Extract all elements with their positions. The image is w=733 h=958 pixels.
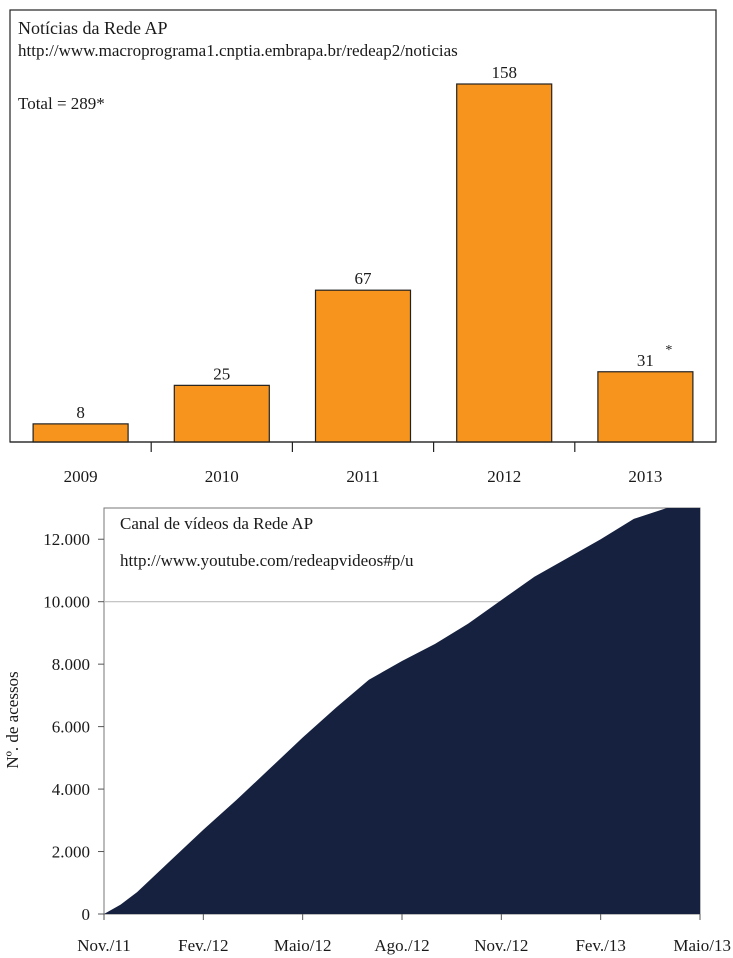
bar-value-label: 25	[213, 364, 230, 383]
area-y-tick-label: 0	[82, 905, 91, 924]
area-y-tick-label: 10.000	[43, 593, 90, 612]
bar-chart-title: Notícias da Rede AP	[18, 18, 167, 38]
area-x-tick-label: Ago./12	[374, 936, 429, 955]
bar-category-label: 2011	[346, 467, 379, 486]
area-x-tick-label: Maio/12	[274, 936, 332, 955]
bar-2013	[597, 371, 694, 443]
bar-category-label: 2010	[205, 467, 239, 486]
area-y-tick-label: 6.000	[52, 718, 90, 737]
bar-chart: Notícias da Rede AP http://www.macroprog…	[9, 9, 717, 486]
bar-chart-subtitle: http://www.macroprograma1.cnptia.embrapa…	[18, 41, 458, 60]
bar-value-label: 158	[491, 63, 517, 82]
bar-2012	[456, 83, 553, 443]
bar-category-label: 2009	[64, 467, 98, 486]
area-chart-y-ticks: 0 2.000 4.000 6.000 8.000 10.000 12.000	[43, 530, 104, 924]
area-y-tick-label: 2.000	[52, 843, 90, 862]
area-chart-title: Canal de vídeos da Rede AP	[120, 514, 313, 533]
area-x-tick-label: Fev./12	[178, 936, 228, 955]
area-x-tick-label: Maio/13	[673, 936, 731, 955]
bar-value-label: 67	[355, 269, 373, 288]
bar-value-label: 31	[637, 351, 654, 370]
area-y-tick-label: 4.000	[52, 780, 90, 799]
area-x-tick-label: Fev./13	[575, 936, 625, 955]
area-chart: Canal de vídeos da Rede AP http://www.yo…	[3, 507, 731, 955]
area-y-tick-label: 12.000	[43, 530, 90, 549]
bar-value-label: 8	[76, 403, 85, 422]
bar-2009	[32, 423, 129, 443]
bar-category-label: 2013	[628, 467, 662, 486]
area-chart-y-axis-label: Nº. de acessos	[3, 671, 22, 768]
area-chart-x-ticks: Nov./11 Fev./12 Maio/12 Ago./12 Nov./12 Fev./…	[77, 914, 731, 955]
bar-2010	[173, 384, 270, 443]
bar-category-label: 2012	[487, 467, 521, 486]
area-series	[104, 508, 700, 914]
bar-group: 8 25 67 158 31 *	[32, 63, 694, 443]
bar-chart-x-ticks: 2009 2010 2011 2012 2013	[64, 442, 662, 486]
area-y-tick-label: 8.000	[52, 655, 90, 674]
bar-2011	[314, 289, 412, 443]
bar-footnote-mark: *	[665, 343, 672, 358]
area-chart-subtitle: http://www.youtube.com/redeapvideos#p/u	[120, 551, 414, 570]
area-x-tick-label: Nov./12	[474, 936, 528, 955]
bar-chart-total-note: Total = 289*	[18, 94, 105, 113]
area-x-tick-label: Nov./11	[77, 936, 131, 955]
